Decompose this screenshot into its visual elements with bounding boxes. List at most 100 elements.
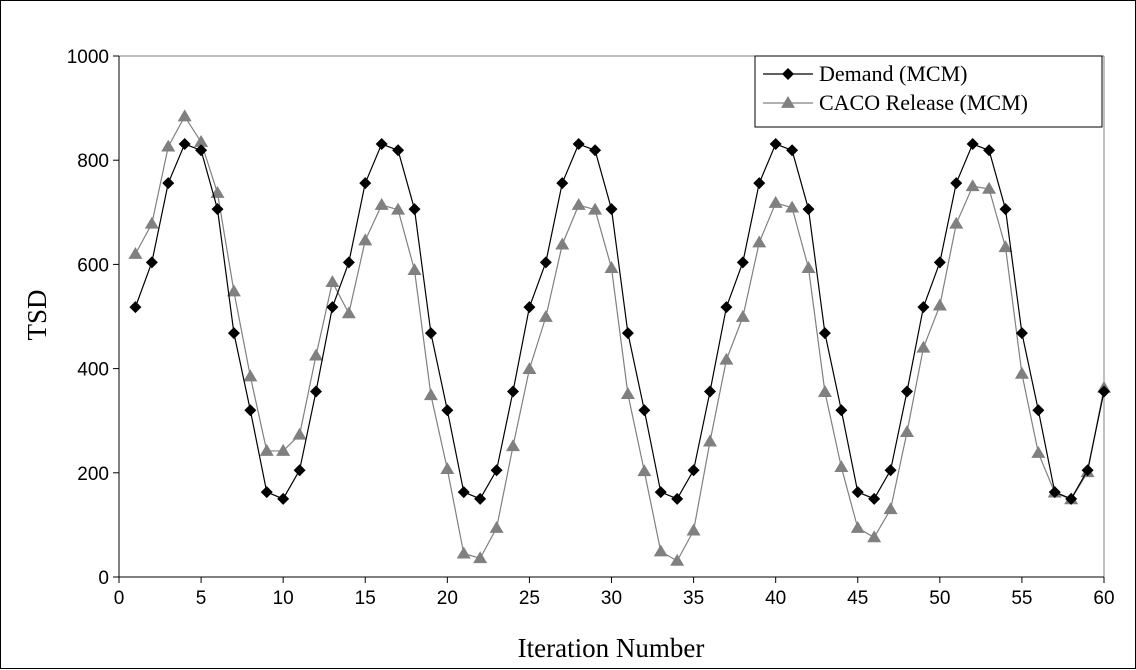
legend-entry-caco-release: CACO Release (MCM): [763, 90, 1028, 115]
data-point-caco-release: [637, 464, 652, 477]
data-point-caco-release: [358, 233, 373, 246]
data-point-demand: [474, 492, 487, 505]
x-tick-label: 55: [1011, 588, 1032, 609]
legend-entry-demand: Demand (MCM): [763, 61, 967, 86]
x-tick-label: 0: [114, 588, 125, 609]
data-point-demand: [835, 404, 848, 417]
x-tick-label: 30: [601, 588, 622, 609]
data-point-demand: [556, 177, 569, 190]
data-point-demand: [753, 177, 766, 190]
data-point-demand: [950, 177, 963, 190]
data-point-demand: [293, 464, 306, 477]
data-point-caco-release: [949, 216, 964, 229]
data-point-demand: [178, 138, 191, 151]
y-tick-label: 800: [77, 151, 109, 172]
data-point-demand: [424, 327, 437, 340]
y-tick-label: 200: [77, 464, 109, 485]
data-point-caco-release: [588, 202, 603, 215]
data-point-caco-release: [768, 195, 783, 208]
data-point-caco-release: [867, 530, 882, 543]
x-tick-label: 50: [929, 588, 950, 609]
data-point-demand: [868, 492, 881, 505]
data-point-demand: [375, 138, 388, 151]
data-point-demand: [687, 464, 700, 477]
data-point-caco-release: [735, 310, 750, 322]
x-tick-label: 45: [847, 588, 868, 609]
data-point-demand: [359, 177, 372, 190]
data-point-caco-release: [391, 202, 406, 215]
series: [128, 109, 1111, 566]
data-point-demand: [129, 301, 142, 314]
x-tick-label: 5: [196, 588, 207, 609]
series-demand: [129, 138, 1110, 505]
data-point-caco-release: [292, 427, 307, 440]
data-point-demand: [277, 492, 290, 505]
data-point-caco-release: [161, 139, 176, 152]
data-point-demand: [802, 203, 815, 216]
data-point-caco-release: [177, 109, 192, 122]
data-point-demand: [572, 138, 585, 151]
data-point-caco-release: [752, 235, 767, 248]
data-point-demand: [671, 492, 684, 505]
data-point-demand: [326, 301, 339, 314]
data-point-demand: [342, 256, 355, 269]
x-axis-title: Iteration Number: [518, 633, 705, 663]
legend-box: [754, 55, 1103, 128]
data-point-caco-release: [473, 551, 488, 564]
data-point-caco-release: [1031, 446, 1046, 458]
data-point-caco-release: [522, 362, 537, 375]
data-point-caco-release: [226, 284, 241, 297]
data-point-demand: [457, 486, 470, 499]
data-point-caco-release: [506, 439, 520, 452]
data-point-demand: [769, 138, 782, 151]
data-point-caco-release: [128, 246, 143, 259]
data-point-caco-release: [686, 523, 701, 536]
data-point-demand: [901, 385, 913, 398]
data-point-caco-release: [604, 261, 619, 273]
data-point-demand: [1048, 486, 1061, 499]
y-tick-label: 600: [77, 255, 109, 276]
data-point-demand: [818, 327, 831, 340]
data-point-caco-release: [538, 310, 553, 322]
data-point-caco-release: [998, 240, 1013, 253]
data-point-demand: [244, 404, 257, 417]
data-point-caco-release: [1014, 366, 1029, 379]
series-caco-release: [128, 109, 1111, 566]
data-point-demand: [227, 327, 240, 340]
legend-label-demand: Demand (MCM): [819, 61, 967, 86]
data-point-caco-release: [900, 425, 914, 438]
tick-labels: 0 200 400 600 800 1000 0 5 10 15 20 25 30 35 40 45 50 55 6…: [67, 47, 1115, 609]
data-point-caco-release: [407, 263, 422, 276]
legend-marker-demand: [782, 68, 794, 80]
data-point-caco-release: [194, 134, 209, 147]
data-point-demand: [211, 203, 224, 216]
data-point-caco-release: [653, 544, 668, 557]
data-point-caco-release: [982, 181, 997, 194]
data-point-caco-release: [785, 200, 800, 213]
data-point-demand: [851, 486, 864, 499]
x-tick-label: 35: [683, 588, 704, 609]
data-point-demand: [507, 385, 519, 398]
data-point-caco-release: [259, 443, 274, 456]
data-point-demand: [523, 301, 536, 314]
data-point-demand: [999, 203, 1012, 216]
data-point-caco-release: [883, 502, 898, 515]
data-point-demand: [933, 256, 946, 269]
data-point-caco-release: [571, 198, 586, 210]
data-point-caco-release: [965, 179, 980, 192]
y-tick-label: 1000: [67, 47, 109, 68]
data-point-caco-release: [325, 275, 340, 288]
data-point-caco-release: [850, 521, 865, 533]
data-point-caco-release: [834, 460, 849, 472]
y-tick-label: 0: [98, 568, 109, 589]
data-point-caco-release: [423, 388, 438, 401]
data-point-caco-release: [440, 462, 455, 475]
data-point-demand: [1015, 327, 1028, 340]
data-point-caco-release: [620, 387, 635, 400]
data-point-demand: [310, 385, 322, 398]
data-point-caco-release: [916, 340, 931, 353]
data-point-demand: [720, 301, 733, 314]
legend-label-caco-release: CACO Release (MCM): [819, 90, 1028, 115]
